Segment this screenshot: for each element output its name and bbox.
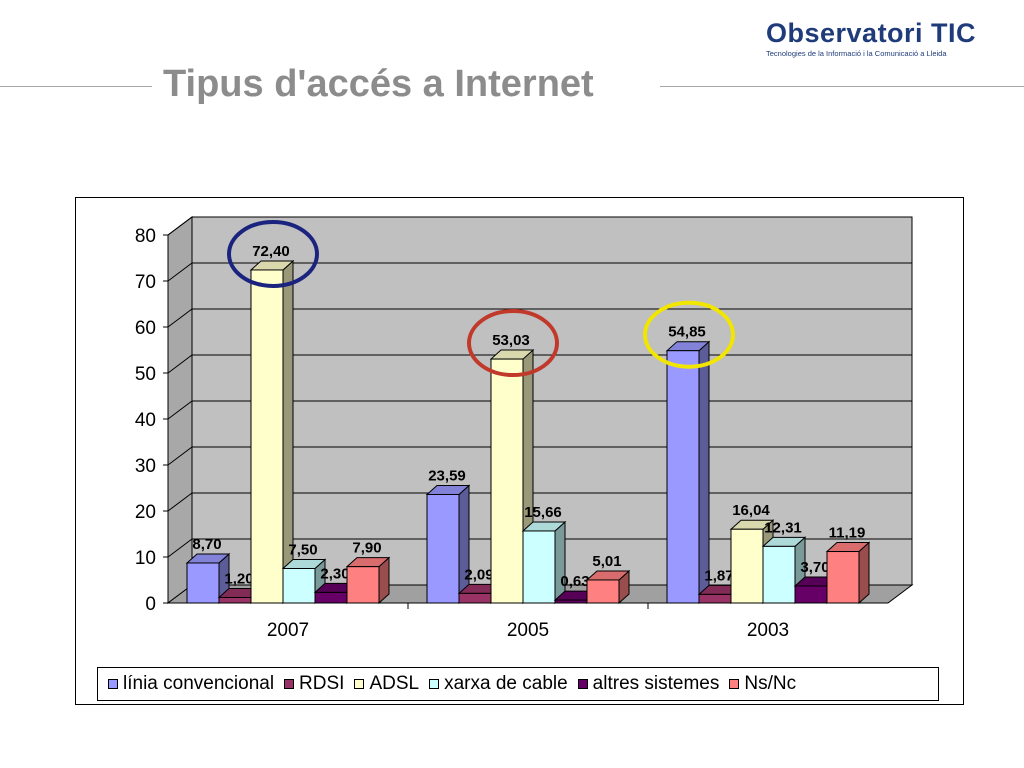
gridline — [167, 262, 912, 282]
bar — [458, 592, 492, 604]
legend-label: ADSL — [369, 673, 420, 694]
bar — [826, 551, 860, 604]
legend-swatch — [108, 679, 118, 689]
data-label: 16,04 — [732, 502, 770, 519]
bar-chart: 0102030405060708020078,701,2072,407,502,… — [135, 216, 914, 641]
logo-tagline: Tecnologies de la Informació i la Comuni… — [766, 49, 947, 58]
gridline — [167, 216, 912, 236]
legend-item: Ns/Nc — [729, 673, 796, 695]
legend-swatch — [577, 679, 588, 689]
data-label: 15,66 — [524, 504, 562, 521]
bar — [426, 493, 460, 604]
title-rule-left — [0, 86, 152, 87]
bar — [282, 568, 316, 604]
highlight-circle — [467, 309, 559, 378]
legend-item: altres sistemes — [577, 673, 720, 695]
y-tick-label: 30 — [135, 456, 156, 477]
bar — [666, 350, 700, 604]
y-tick-label: 70 — [135, 272, 156, 293]
data-label: 1,20 — [224, 570, 253, 587]
chart-legend: línia convencional RDSI ADSL xarxa de cable… — [97, 667, 939, 701]
data-label: 54,85 — [668, 324, 706, 341]
bar-ns/nc-2003 — [825, 541, 871, 605]
bar-ns/nc-2005 — [585, 569, 631, 605]
chart-frame: 0 10 20 30 40 50 60 70 80 2007 8,70 1,20 72,40 7,50 2,… — [75, 197, 964, 705]
bar-línia-convencional-2003 — [665, 340, 711, 605]
bar — [554, 599, 588, 604]
legend-label: Ns/Nc — [744, 673, 797, 694]
y-tick-label: 60 — [135, 318, 156, 339]
legend-item: ADSL — [354, 673, 419, 695]
y-tick-label: 50 — [135, 364, 156, 385]
bar-línia-convencional-2007 — [185, 552, 231, 605]
highlight-circle — [643, 300, 735, 369]
legend-swatch — [729, 679, 740, 689]
bar — [794, 585, 828, 604]
bar-línia-convencional-2005 — [425, 484, 471, 605]
data-label: 0,63 — [560, 573, 589, 590]
bar — [186, 562, 220, 604]
data-label: 11,19 — [829, 525, 866, 542]
bar — [490, 358, 524, 604]
bar — [730, 528, 764, 604]
legend-item: línia convencional — [108, 673, 274, 695]
bar-adsl-2007 — [249, 259, 295, 605]
y-tick-label: 80 — [135, 226, 156, 247]
x-tick-label: 2007 — [267, 620, 309, 641]
legend-label: RDSI — [299, 673, 345, 694]
data-label: 1,87 — [704, 567, 733, 584]
data-label: 7,50 — [288, 542, 317, 559]
legend-swatch — [429, 679, 440, 689]
gridline — [167, 308, 912, 328]
data-label: 5,01 — [592, 553, 621, 570]
data-label: 72,40 — [252, 243, 290, 260]
bar — [522, 530, 556, 604]
x-tick-label: 2005 — [507, 620, 549, 641]
highlight-circle — [227, 219, 319, 288]
legend-label: altres sistemes — [592, 673, 720, 694]
legend-item: xarxa de cable — [429, 673, 568, 695]
x-tick-label: 2003 — [747, 620, 789, 641]
legend-label: xarxa de cable — [444, 673, 568, 694]
logo-name: Observatori TIC — [766, 18, 977, 48]
data-label: 8,70 — [192, 536, 221, 553]
bar — [314, 591, 348, 604]
legend-swatch — [354, 679, 365, 689]
page-title: Tipus d'accés a Internet — [163, 63, 594, 105]
bar-xarxa-de-cable-2003 — [761, 536, 807, 605]
bar — [698, 593, 732, 604]
bar-side — [698, 340, 710, 605]
bar-side — [554, 520, 566, 605]
data-label: 12,31 — [764, 519, 802, 536]
title-rule-right — [660, 86, 1024, 87]
legend-label: línia convencional — [123, 673, 275, 694]
bar — [346, 566, 380, 604]
data-label: 2,30 — [320, 565, 349, 582]
data-label: 53,03 — [492, 332, 530, 349]
y-tick-label: 0 — [145, 594, 156, 615]
bar-xarxa-de-cable-2005 — [521, 520, 567, 605]
data-label: 2,09 — [464, 566, 493, 583]
legend-swatch — [284, 679, 295, 689]
bar — [218, 596, 252, 604]
data-label: 7,90 — [352, 540, 381, 557]
observatori-tic-logo: Observatori TIC Tecnologies de la Inform… — [766, 18, 1006, 58]
bar — [250, 269, 284, 604]
data-label: 23,59 — [428, 467, 466, 484]
bar-side — [858, 541, 870, 605]
data-label: 3,70 — [800, 559, 829, 576]
bar — [762, 545, 796, 604]
bar — [586, 579, 620, 604]
legend-item: RDSI — [284, 673, 344, 695]
y-tick-label: 20 — [135, 502, 156, 523]
y-tick-label: 40 — [135, 410, 156, 431]
bar-ns/nc-2007 — [345, 556, 391, 605]
y-tick-label: 10 — [135, 548, 156, 569]
